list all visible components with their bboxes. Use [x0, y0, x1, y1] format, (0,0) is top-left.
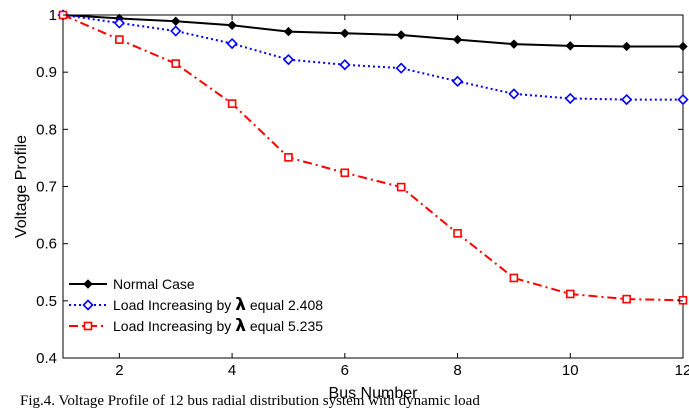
data-point: [227, 20, 237, 30]
legend-marker: [83, 321, 93, 331]
legend-entry: Load Increasing by λ equal 5.235: [69, 316, 323, 336]
data-point: [509, 273, 519, 283]
data-point: [283, 26, 294, 37]
data-point: [227, 99, 237, 108]
x-tick-label: 8: [453, 362, 461, 379]
y-tick-label: 0.8: [36, 121, 57, 138]
data-point: [509, 39, 519, 49]
data-point: [565, 289, 575, 299]
x-axis-label: Bus Number: [329, 385, 419, 402]
data-point: [621, 41, 632, 52]
x-tick-label: 10: [562, 362, 579, 379]
data-point: [171, 16, 181, 26]
data-point: [677, 93, 689, 106]
legend-marker: [82, 299, 94, 311]
x-tick-label: 4: [228, 362, 236, 379]
data-point: [340, 168, 350, 178]
data-point: [508, 88, 520, 100]
data-point: [395, 62, 407, 74]
plot-frame: [62, 14, 684, 359]
figure-caption: Fig.4. Voltage Profile of 12 bus radial …: [20, 393, 480, 409]
series-line: [62, 14, 683, 101]
series-layer: [57, 9, 689, 305]
y-tick-label: 0.7: [36, 179, 57, 196]
data-point: [396, 182, 406, 192]
y-tick-label: 0.5: [36, 293, 57, 310]
y-tick-label: 0.9: [36, 64, 57, 81]
data-point: [282, 53, 295, 66]
data-point: [339, 59, 351, 71]
y-axis-label: Voltage Profile: [13, 135, 30, 238]
y-tick-label: 0.6: [36, 236, 57, 253]
data-point: [565, 41, 575, 51]
series-1: [58, 10, 688, 52]
legend-entry: Normal Case: [69, 276, 195, 292]
legend-label: Load Increasing by λ equal 5.235: [113, 316, 323, 336]
plot-area: [62, 14, 684, 359]
data-point: [340, 28, 350, 39]
x-tick-label: 2: [115, 362, 123, 379]
data-point: [284, 153, 293, 162]
series-3: [58, 10, 688, 305]
legend-marker: [83, 279, 93, 289]
x-tick-label: 12: [675, 362, 689, 379]
data-point: [622, 294, 631, 304]
data-point: [564, 92, 576, 105]
data-point: [452, 34, 463, 45]
y-tick-label: 0.4: [36, 350, 57, 367]
axes-layer: 2 4 6 8 10 12 0.4 0.5 0.6 0.7 0.8 0.9 1: [36, 7, 689, 379]
legend: Normal Case Load Increasing by λ equal 2.…: [69, 276, 323, 336]
data-point: [453, 229, 462, 238]
series-line: [62, 14, 683, 48]
data-point: [113, 17, 125, 29]
data-point: [678, 295, 688, 305]
data-point: [226, 37, 238, 50]
data-point: [115, 35, 124, 44]
y-tick-label: 1: [49, 7, 57, 24]
data-point: [396, 30, 406, 40]
data-point: [451, 75, 464, 87]
legend-label: Normal Case: [113, 276, 195, 292]
legend-label: Load Increasing by λ equal 2.408: [113, 295, 323, 315]
data-point: [170, 25, 182, 37]
data-point: [678, 41, 688, 52]
data-point: [621, 93, 633, 106]
data-point: [171, 59, 181, 68]
x-tick-label: 6: [341, 362, 349, 379]
series-2: [57, 9, 689, 106]
legend-entry: Load Increasing by λ equal 2.408: [69, 295, 323, 315]
